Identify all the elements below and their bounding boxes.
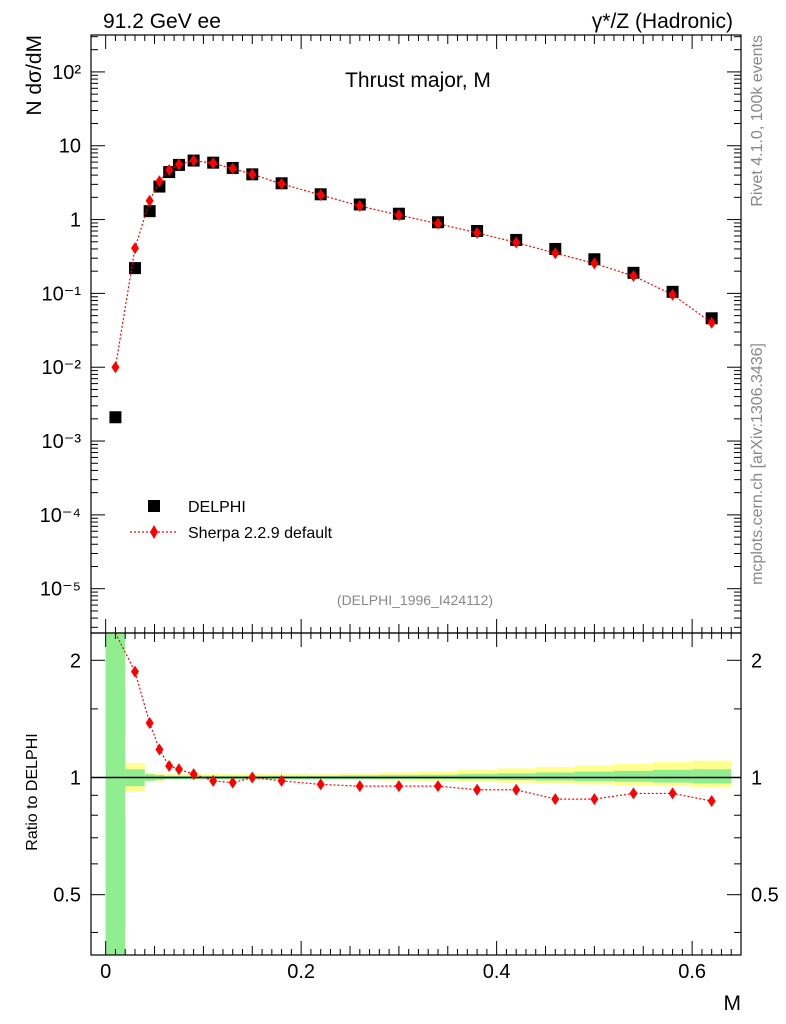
ratio-point <box>277 774 286 787</box>
mc-point <box>277 177 286 190</box>
rivet-version-label: Rivet 4.1.0, 100k events <box>749 35 766 207</box>
mc-point <box>355 199 364 212</box>
ratio-panel: 0.5 0.5 1 1 2 2 0 0.2 0.4 0.6 Ratio to DELPHI M <box>24 632 779 1015</box>
ratio-point <box>707 795 716 808</box>
main-data-marks <box>109 154 718 424</box>
mc-point <box>130 242 139 255</box>
mc-point <box>165 163 174 176</box>
stat-uncertainty-band <box>496 773 536 781</box>
mc-point <box>145 194 154 207</box>
ratio-point <box>248 771 257 784</box>
plot-title: Thrust major, M <box>345 69 491 92</box>
y-tick-label: 10⁻⁴ <box>40 505 81 527</box>
stat-uncertainty-band <box>613 770 654 782</box>
legend-mc-label: Sherpa 2.2.9 default <box>188 525 333 542</box>
data-point <box>143 205 156 218</box>
mc-point <box>155 175 164 188</box>
mcplots-label: mcplots.cern.ch [arXiv:1306.3436] <box>749 343 766 585</box>
stat-uncertainty-band <box>653 770 693 783</box>
ratio-point <box>189 768 198 781</box>
data-point <box>109 411 122 424</box>
ratio-axes: 0.5 0.5 1 1 2 2 0 0.2 0.4 0.6 <box>53 633 779 983</box>
mc-point <box>248 168 257 181</box>
x-tick-label: 0.6 <box>678 961 706 983</box>
mc-point <box>629 270 638 283</box>
y-tick-label: 10⁻¹ <box>42 283 82 305</box>
ratio-point <box>473 783 482 796</box>
ratio-point <box>512 783 521 796</box>
ratio-y-tick-label-right: 2 <box>751 650 762 672</box>
stat-uncertainty-band <box>692 769 732 784</box>
mc-point <box>473 226 482 239</box>
ratio-point <box>394 780 403 793</box>
x-tick-label: 0 <box>100 961 111 983</box>
ratio-point <box>155 743 164 756</box>
ratio-point <box>174 763 183 776</box>
ratio-point <box>209 774 218 787</box>
ratio-point <box>433 780 442 793</box>
main-frame <box>90 34 742 634</box>
energy-label: 91.2 GeV ee <box>103 10 221 33</box>
mc-point <box>551 247 560 260</box>
ratio-point <box>668 787 677 800</box>
y-tick-label: 10² <box>52 62 81 84</box>
analysis-id: (DELPHI_1996_I424112) <box>337 592 493 608</box>
ratio-point <box>355 780 364 793</box>
mc-point <box>433 217 442 230</box>
x-tick-label: 0.4 <box>483 961 511 983</box>
ratio-point <box>228 776 237 789</box>
mc-point <box>512 236 521 249</box>
y-axis-label-main: N dσ/dM <box>23 35 46 116</box>
ratio-y-tick-label: 2 <box>70 650 81 672</box>
mc-point <box>707 316 716 329</box>
ratio-point <box>629 787 638 800</box>
ratio-point <box>316 778 325 791</box>
mc-point <box>209 157 218 170</box>
mc-point <box>316 189 325 202</box>
mc-point <box>590 257 599 270</box>
y-tick-label: 10⁻⁵ <box>40 579 81 601</box>
stat-uncertainty-band <box>535 772 575 781</box>
y-tick-label: 10⁻³ <box>42 431 82 453</box>
ratio-y-tick-label: 1 <box>70 767 81 789</box>
ratio-data-marks <box>114 632 716 808</box>
ratio-point <box>130 665 139 678</box>
legend-data-label: DELPHI <box>188 499 246 516</box>
legend: DELPHI Sherpa 2.2.9 default <box>130 499 333 542</box>
mc-point <box>111 361 120 374</box>
mc-point <box>174 158 183 171</box>
ratio-point <box>590 793 599 806</box>
mc-point <box>228 162 237 175</box>
main-panel: Thrust major, M (DELPHI_1996_I424112) N … <box>23 34 742 634</box>
data-point <box>128 262 141 275</box>
mc-point <box>189 154 198 167</box>
stat-uncertainty-band <box>574 771 614 782</box>
stat-uncertainty-band <box>105 633 126 955</box>
ratio-point <box>551 793 560 806</box>
mc-point <box>668 288 677 301</box>
x-axis-label: M <box>724 992 742 1015</box>
y-tick-label: 10⁻² <box>42 357 82 379</box>
y-tick-label: 1 <box>70 210 81 232</box>
legend-data-marker <box>148 500 160 512</box>
mc-point <box>394 209 403 222</box>
ratio-y-tick-label-right: 0.5 <box>751 885 779 907</box>
y-axis-label-ratio: Ratio to DELPHI <box>24 733 41 850</box>
mc-line <box>114 159 713 368</box>
ratio-y-tick-label: 0.5 <box>53 885 81 907</box>
ratio-y-tick-label-right: 1 <box>751 767 762 789</box>
process-label: γ*/Z (Hadronic) <box>592 10 733 33</box>
ratio-frame <box>90 632 742 956</box>
ratio-point <box>165 760 174 773</box>
main-axes: 10⁻⁵ 10⁻⁴ 10⁻³ 10⁻² 10⁻¹ 1 10 10² <box>40 35 741 633</box>
legend-mc-marker <box>150 525 158 539</box>
ratio-point <box>145 717 154 730</box>
x-tick-label: 0.2 <box>287 961 315 983</box>
y-tick-label: 10 <box>59 136 81 158</box>
